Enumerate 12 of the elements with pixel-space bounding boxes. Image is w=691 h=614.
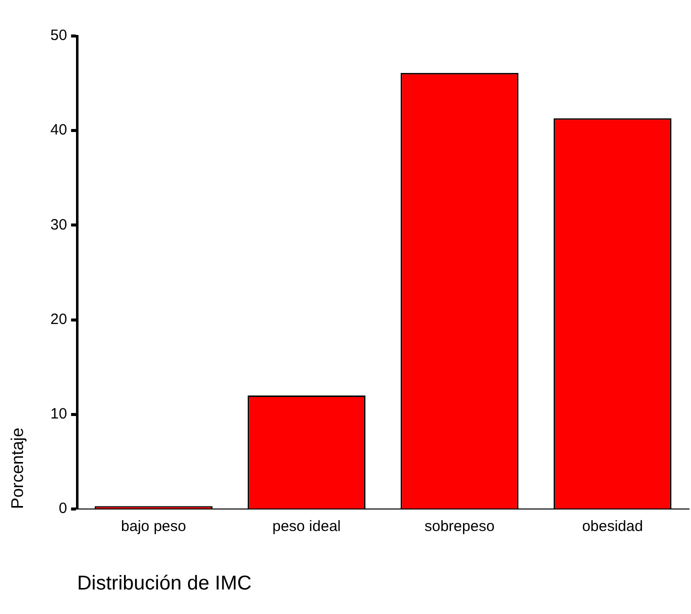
x-tick-label: bajo peso xyxy=(121,518,186,536)
y-tick-label: 0 xyxy=(58,500,68,518)
y-axis-title: Porcentaje xyxy=(8,428,27,509)
y-tick-label: 30 xyxy=(50,216,68,234)
y-tick-label: 50 xyxy=(50,27,68,44)
y-tick-label: 40 xyxy=(50,122,68,139)
x-tick-label: sobrepeso xyxy=(424,518,495,536)
y-tick-label: 20 xyxy=(50,310,68,328)
y-tick-label: 10 xyxy=(50,406,68,423)
x-tick-label: peso ideal xyxy=(272,518,341,536)
x-axis-title: Distribución de IMC xyxy=(77,572,252,595)
x-tick-label: obesidad xyxy=(582,518,643,536)
